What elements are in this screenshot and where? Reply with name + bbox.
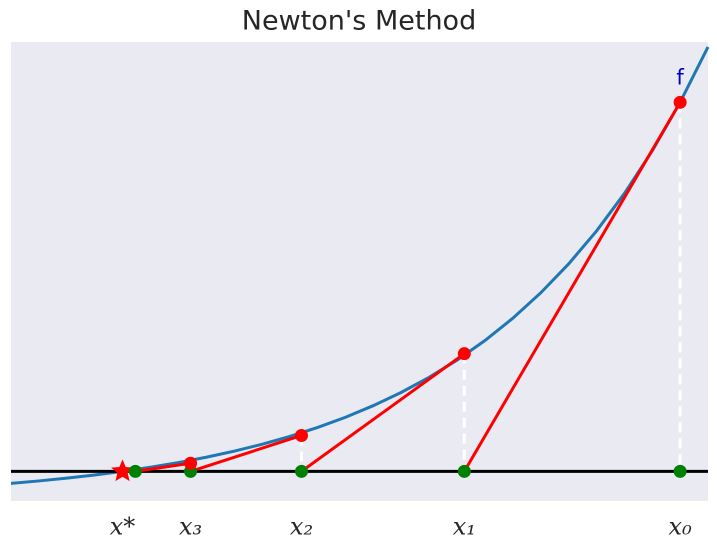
curve-iterate-point: [457, 347, 471, 361]
tangent-line: [463, 101, 682, 473]
axis-iterate-point: [673, 464, 687, 478]
axis-iterate-point: [457, 464, 471, 478]
root-marker: [111, 459, 134, 482]
tangent-line: [190, 434, 302, 473]
tangent-line: [135, 461, 191, 473]
x-tick-label: x₁: [453, 513, 476, 541]
axis-iterate-point: [128, 464, 142, 478]
x-tick-label: x₀: [669, 513, 693, 541]
curve-annotation: f: [676, 65, 684, 89]
x-tick-label: x*: [110, 513, 136, 541]
tangent-line: [300, 352, 466, 473]
axis-iterate-point: [295, 464, 309, 478]
curve-iterate-point: [295, 428, 309, 442]
curve-iterate-point: [184, 456, 198, 470]
x-tick-label: x₂: [290, 513, 313, 541]
plot-area: [11, 42, 708, 501]
x-tick-label: x₃: [179, 513, 202, 541]
chart-title: Newton's Method: [242, 6, 476, 37]
plot: f: [10, 46, 710, 485]
curve-iterate-point: [673, 95, 687, 109]
